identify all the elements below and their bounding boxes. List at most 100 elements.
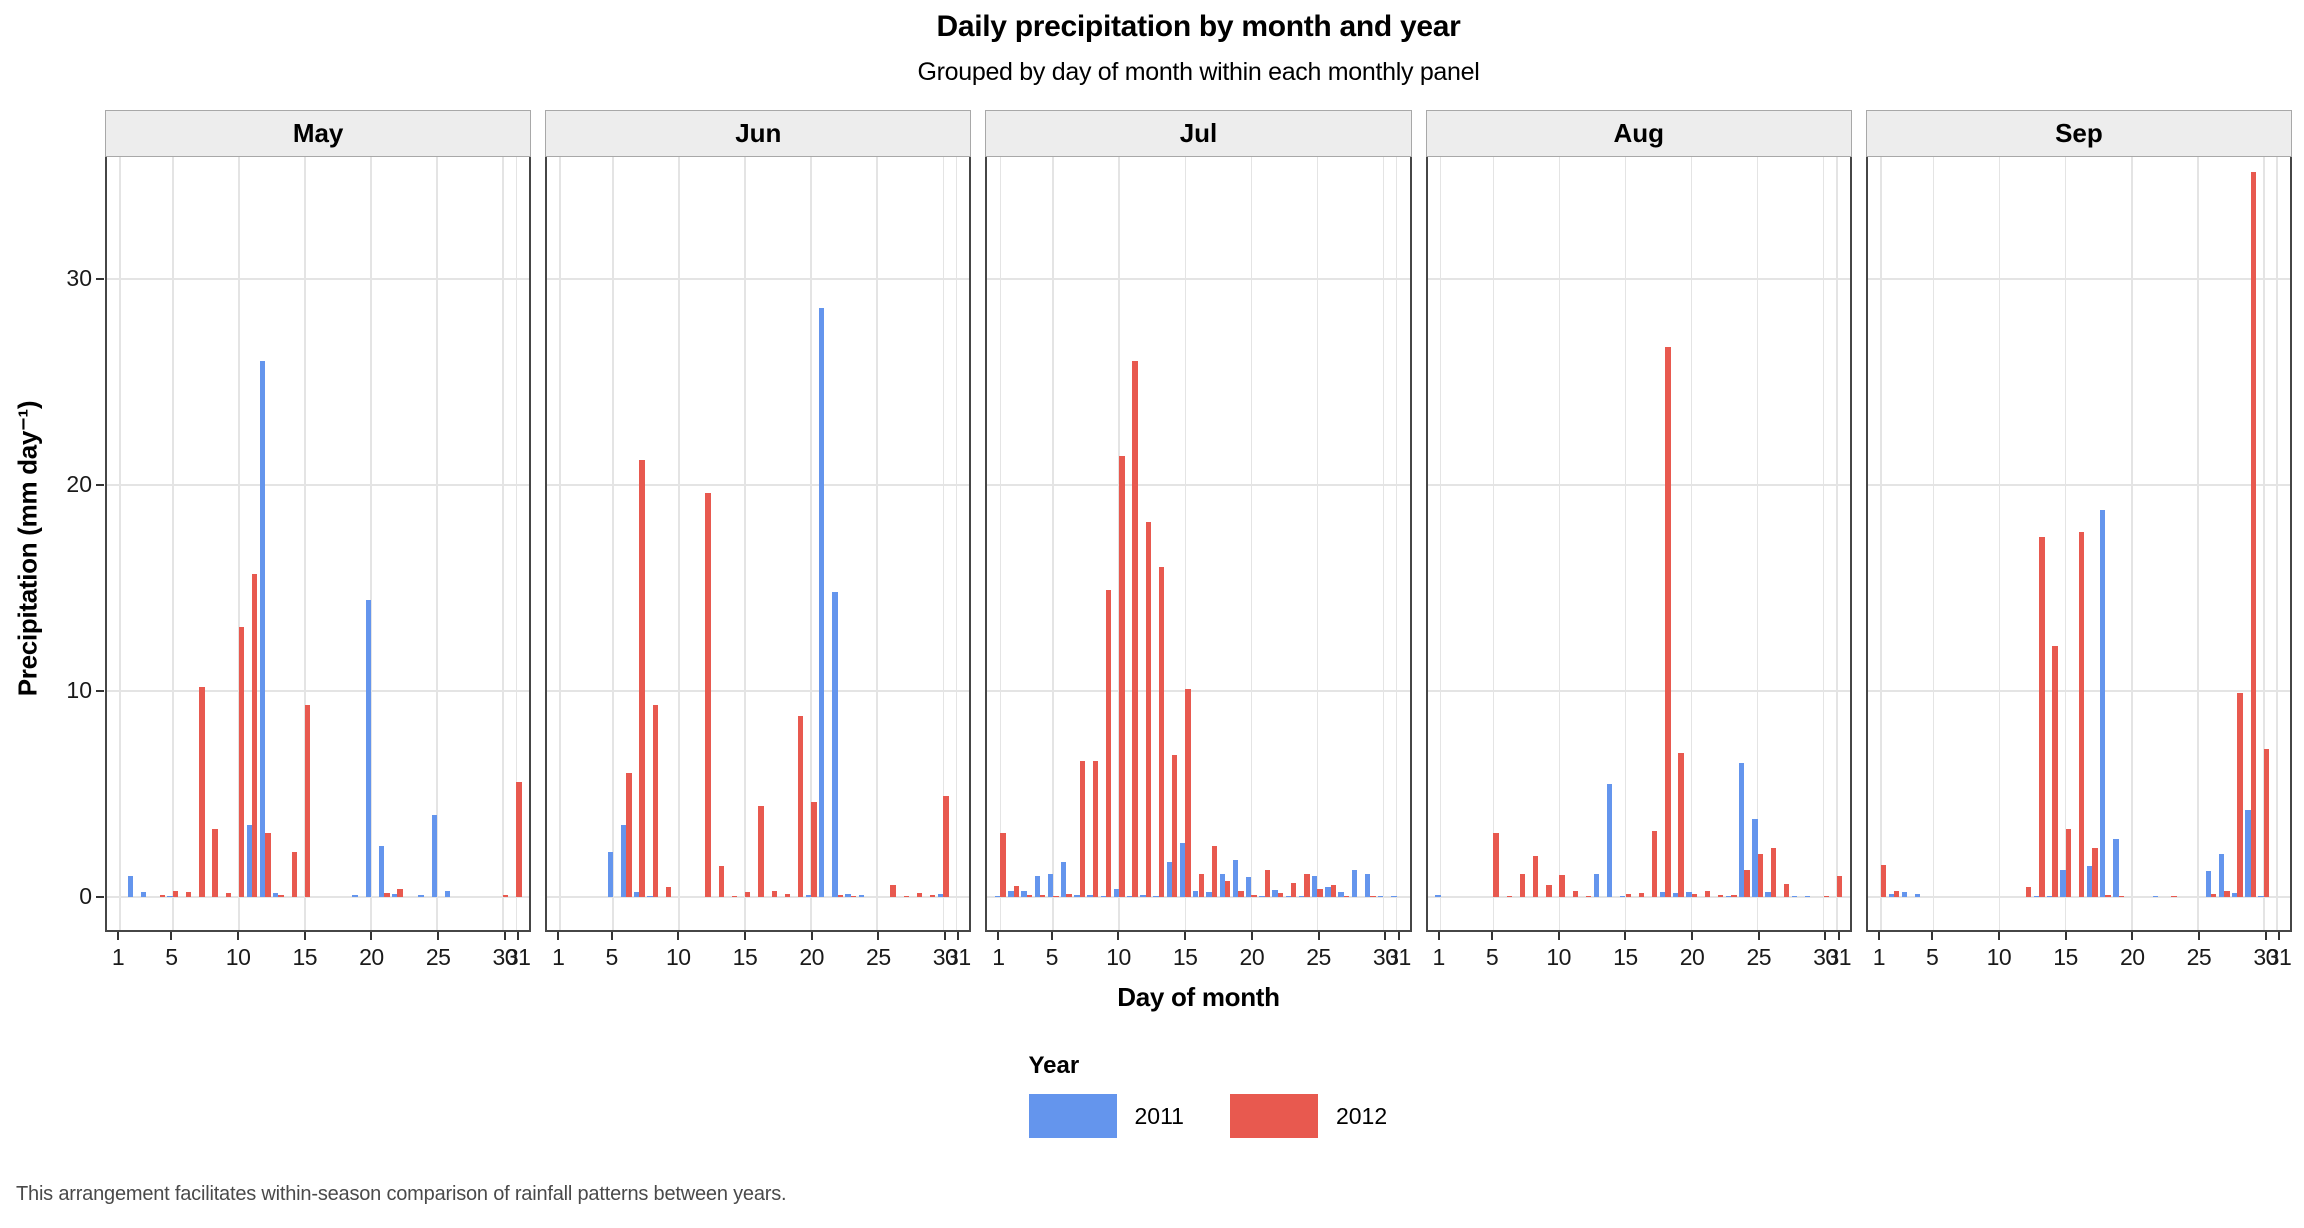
x-tick-label-day-5: 5 [1485,944,1499,970]
bar-2012-may-day-14 [291,851,298,897]
legend-swatch-2012-icon [1229,1094,1318,1138]
facet-strip-jul: Jul [985,110,1412,157]
bar-2012-sep-day-23 [2171,895,2177,897]
v-gridline-day-10 [238,157,240,930]
bar-2012-may-day-5 [172,890,179,897]
plot-area-sep [1865,157,2293,932]
bar-2011-jul-day-26 [1325,886,1331,897]
bar-2012-jul-day-9 [1106,590,1112,897]
chart-caption: This arrangement facilitates within-seas… [16,1183,787,1205]
y-tick-label-10: 10 [66,677,92,703]
x-tick-label-day-15: 15 [2053,944,2078,970]
x-tick-mark-day-25 [437,932,440,940]
x-tick-mark-day-25 [877,932,880,940]
bar-2011-jun-day-21 [818,307,825,897]
bar-2012-sep-day-1 [1880,865,1887,897]
bar-2012-aug-day-25 [1757,853,1763,897]
bar-2012-sep-day-14 [2052,645,2058,897]
bar-2011-aug-day-23 [1725,895,1732,897]
bar-2011-sep-day-22 [2152,895,2159,897]
h-gridline-20 [987,484,1410,486]
bar-2011-jul-day-3 [1021,890,1027,897]
bar-2012-aug-day-23 [1731,894,1737,897]
bar-2012-may-day-21 [384,892,390,897]
v-gridline-day-31 [1395,157,1398,930]
x-tick-label-day-25: 25 [1746,944,1772,970]
bar-2011-jun-day-24 [858,894,864,897]
v-gridline-day-20 [810,157,812,930]
x-axis-jul: 1 5 10 15 20 25 30 31 [985,932,1411,978]
bar-2012-jul-day-23 [1290,882,1297,897]
x-tick-label-day-31: 31 [2266,944,2292,970]
bar-2012-jun-day-12 [705,493,711,897]
x-tick-label-day-1: 1 [111,944,125,970]
bar-2011-aug-day-15 [1620,895,1626,897]
bar-2011-sep-day-3 [1901,891,1908,897]
v-gridline-day-1 [1439,157,1442,930]
x-tick-mark-day-15 [1624,932,1627,940]
x-tick-label-day-15: 15 [1613,944,1638,970]
bar-2012-jul-day-16 [1198,874,1204,897]
x-tick-mark-day-5 [1050,932,1053,940]
bar-2012-jul-day-7 [1079,761,1085,897]
plot-area-may [105,157,532,932]
x-tick-mark-day-15 [743,932,746,940]
plot-area-jun [545,157,972,932]
bar-2012-jul-day-18 [1224,880,1231,897]
v-gridline-day-5 [1492,157,1495,930]
x-tick-mark-day-1 [1877,932,1880,940]
bar-2012-aug-day-17 [1651,831,1658,897]
bar-2012-jul-day-8 [1092,761,1099,897]
bar-2011-jun-day-6 [620,824,627,897]
bar-2012-jun-day-20 [811,802,817,897]
x-tick-label-day-5: 5 [1045,944,1059,970]
x-tick-mark-day-25 [1317,932,1320,940]
x-tick-mark-day-10 [237,932,240,940]
bar-2012-may-day-15 [304,705,311,897]
bar-2011-jul-day-19 [1232,859,1239,897]
bar-2012-jun-day-16 [758,806,764,897]
x-tick-label-day-30: 30 [492,944,518,970]
x-tick-label-day-5: 5 [605,944,618,970]
bar-2011-may-day-22 [391,893,398,897]
bar-2012-jul-day-5 [1053,895,1059,897]
bar-2012-jun-day-23 [850,895,857,897]
y-tick-label-20: 20 [66,471,92,497]
x-tick-mark-day-10 [677,932,680,940]
v-gridline-day-20 [1690,157,1693,930]
y-tick-mark-20 [96,484,104,486]
bar-2012-jul-day-17 [1211,845,1218,897]
plot-area-aug [1425,157,1852,932]
v-gridline-day-31 [515,157,517,930]
h-gridline-10 [1427,690,1850,692]
h-gridline-0 [987,896,1410,898]
x-tick-mark-day-15 [303,932,306,940]
bar-2011-jun-day-5 [607,851,613,897]
x-tick-label-day-15: 15 [732,944,758,970]
facet-panel-may: May 1 5 10 15 20 25 30 31 [105,110,532,978]
y-tick-mark-0 [96,896,104,898]
bar-2011-sep-day-13 [2033,895,2040,897]
bar-2011-aug-day-18 [1659,891,1666,897]
v-gridline-day-30 [2263,157,2265,930]
x-tick-label-day-5: 5 [165,944,178,970]
bar-2011-jul-day-18 [1219,874,1225,897]
bar-2012-aug-day-24 [1744,870,1750,897]
bar-2012-sep-day-12 [2026,886,2032,897]
bar-2012-jul-day-12 [1145,522,1152,897]
bar-2011-aug-day-1 [1435,894,1441,897]
bar-2012-jul-day-11 [1132,361,1138,897]
h-gridline-30 [1427,278,1850,280]
x-tick-mark-day-31 [2277,932,2280,940]
bar-2012-jun-day-30 [943,796,949,897]
x-tick-label-day-31: 31 [505,944,531,970]
bar-2011-aug-day-19 [1672,892,1679,897]
facet-strip-aug: Aug [1425,110,1852,157]
bar-2012-aug-day-26 [1770,847,1777,897]
bar-2011-jun-day-22 [832,592,838,897]
y-tick-mark-30 [96,278,104,280]
bar-2011-jul-day-28 [1351,870,1358,897]
v-gridline-day-10 [1558,157,1561,930]
bar-2012-sep-day-28 [2237,693,2243,897]
bar-2011-aug-day-29 [1805,895,1811,897]
